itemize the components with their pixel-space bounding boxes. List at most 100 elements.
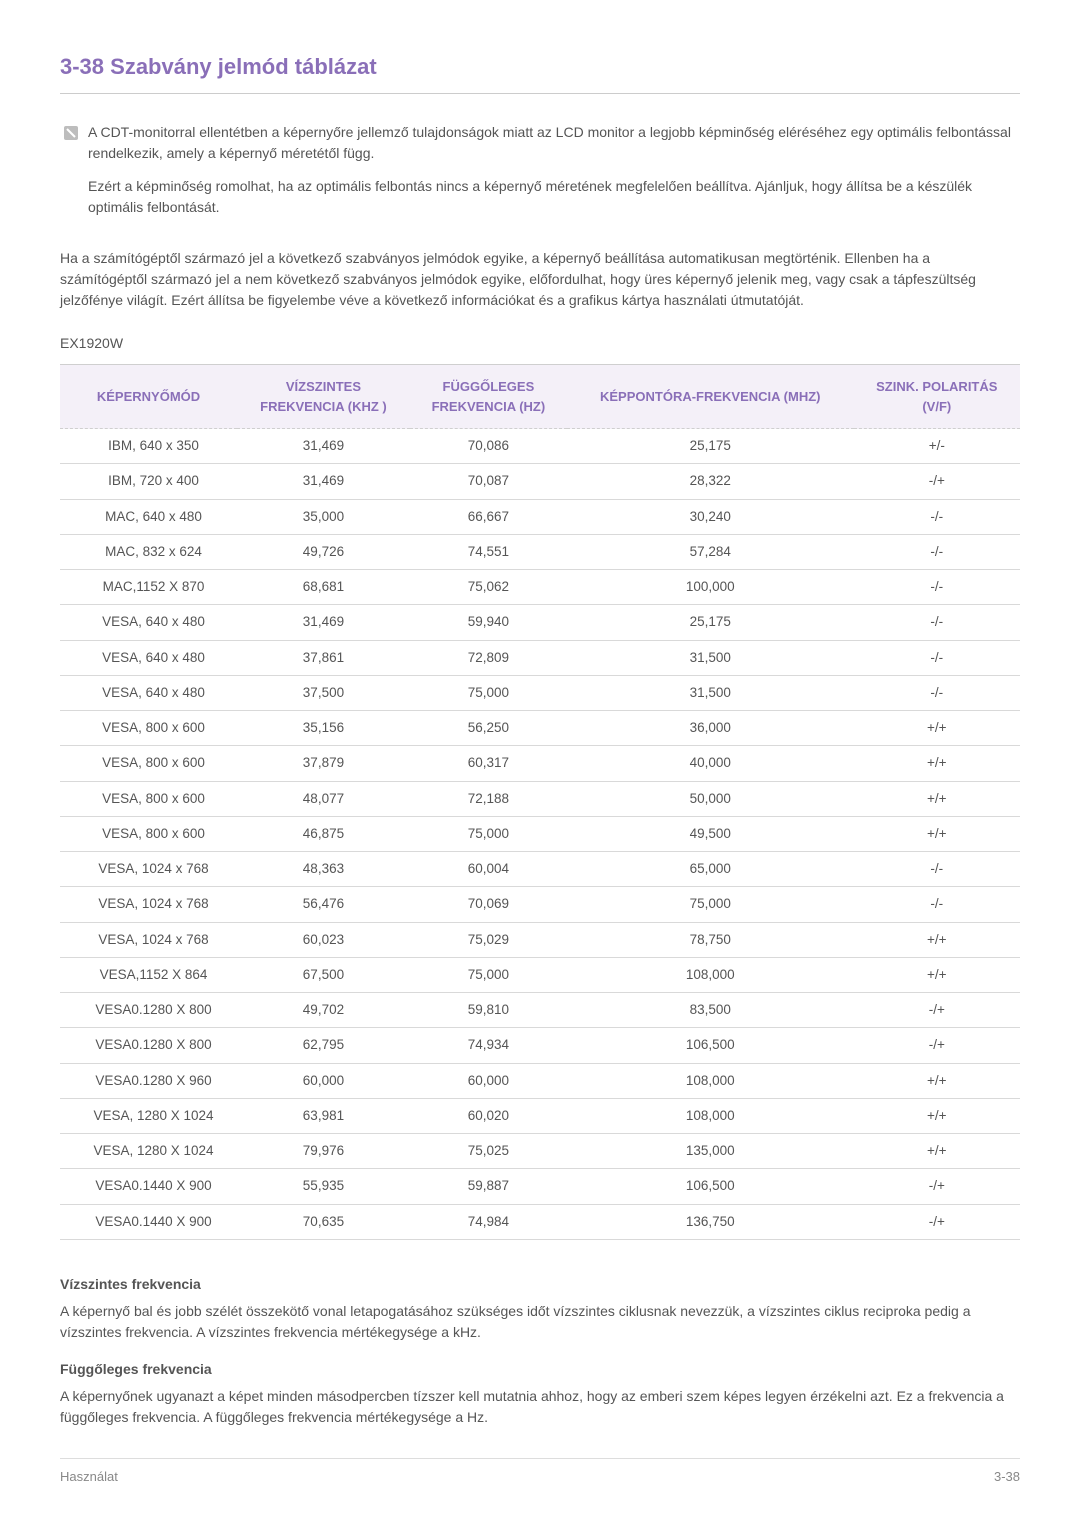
table-cell: 37,861	[237, 640, 410, 675]
table-body: IBM, 640 x 35031,46970,08625,175+/-IBM, …	[60, 429, 1020, 1240]
table-row: VESA, 800 x 60048,07772,18850,000+/+	[60, 781, 1020, 816]
table-cell: +/+	[854, 1134, 1020, 1169]
table-column-header: VÍZSZINTESFREKVENCIA (KHZ )	[237, 365, 410, 429]
table-cell: 48,363	[237, 852, 410, 887]
table-cell: VESA0.1440 X 900	[60, 1204, 237, 1239]
table-row: VESA, 1024 x 76848,36360,00465,000-/-	[60, 852, 1020, 887]
table-cell: 46,875	[237, 816, 410, 851]
table-cell: 70,635	[237, 1204, 410, 1239]
table-cell: -/-	[854, 534, 1020, 569]
table-cell: 75,000	[410, 675, 567, 710]
table-cell: -/+	[854, 1028, 1020, 1063]
table-cell: 31,500	[567, 640, 854, 675]
table-cell: VESA, 1280 X 1024	[60, 1134, 237, 1169]
table-row: MAC,1152 X 87068,68175,062100,000-/-	[60, 570, 1020, 605]
table-cell: +/-	[854, 429, 1020, 464]
table-cell: MAC, 640 x 480	[60, 499, 237, 534]
table-cell: VESA, 800 x 600	[60, 711, 237, 746]
definitions: Vízszintes frekvencia A képernyő bal és …	[60, 1274, 1020, 1428]
table-cell: 67,500	[237, 957, 410, 992]
table-cell: 49,500	[567, 816, 854, 851]
page-footer: Használat 3-38	[60, 1458, 1020, 1487]
table-row: VESA, 640 x 48037,50075,00031,500-/-	[60, 675, 1020, 710]
table-row: IBM, 640 x 35031,46970,08625,175+/-	[60, 429, 1020, 464]
table-cell: 75,029	[410, 922, 567, 957]
table-cell: 49,702	[237, 993, 410, 1028]
table-cell: VESA0.1280 X 960	[60, 1063, 237, 1098]
table-cell: 25,175	[567, 429, 854, 464]
table-cell: VESA, 1024 x 768	[60, 922, 237, 957]
table-header: KÉPERNYŐMÓDVÍZSZINTESFREKVENCIA (KHZ )FÜ…	[60, 365, 1020, 429]
table-row: VESA, 640 x 48037,86172,80931,500-/-	[60, 640, 1020, 675]
table-cell: 55,935	[237, 1169, 410, 1204]
table-cell: +/+	[854, 922, 1020, 957]
table-cell: 68,681	[237, 570, 410, 605]
table-cell: 72,188	[410, 781, 567, 816]
table-cell: 37,879	[237, 746, 410, 781]
table-cell: 57,284	[567, 534, 854, 569]
table-cell: 62,795	[237, 1028, 410, 1063]
table-row: VESA, 1024 x 76856,47670,06975,000-/-	[60, 887, 1020, 922]
table-cell: 106,500	[567, 1028, 854, 1063]
table-cell: 60,023	[237, 922, 410, 957]
table-cell: +/+	[854, 957, 1020, 992]
table-cell: MAC, 832 x 624	[60, 534, 237, 569]
table-cell: 60,004	[410, 852, 567, 887]
table-cell: 60,000	[410, 1063, 567, 1098]
table-cell: VESA,1152 X 864	[60, 957, 237, 992]
table-cell: 56,250	[410, 711, 567, 746]
table-cell: VESA, 1024 x 768	[60, 852, 237, 887]
table-cell: 75,025	[410, 1134, 567, 1169]
table-cell: 83,500	[567, 993, 854, 1028]
note-para-1: A CDT-monitorral ellentétben a képernyőr…	[88, 122, 1020, 164]
table-cell: +/+	[854, 816, 1020, 851]
table-cell: 135,000	[567, 1134, 854, 1169]
def-text-vertical: A képernyőnek ugyanazt a képet minden má…	[60, 1386, 1020, 1428]
table-cell: 108,000	[567, 1063, 854, 1098]
table-cell: VESA, 800 x 600	[60, 746, 237, 781]
table-cell: 75,000	[567, 887, 854, 922]
table-cell: 49,726	[237, 534, 410, 569]
table-cell: 35,000	[237, 499, 410, 534]
table-cell: VESA, 640 x 480	[60, 605, 237, 640]
table-cell: IBM, 720 x 400	[60, 464, 237, 499]
table-column-header: FÜGGŐLEGESFREKVENCIA (HZ)	[410, 365, 567, 429]
table-cell: 75,000	[410, 816, 567, 851]
table-cell: -/+	[854, 1169, 1020, 1204]
table-cell: 66,667	[410, 499, 567, 534]
table-cell: VESA, 640 x 480	[60, 675, 237, 710]
footer-left: Használat	[60, 1467, 118, 1487]
table-cell: VESA, 1024 x 768	[60, 887, 237, 922]
table-cell: +/+	[854, 746, 1020, 781]
table-cell: -/-	[854, 852, 1020, 887]
table-cell: 31,469	[237, 464, 410, 499]
table-cell: +/+	[854, 1098, 1020, 1133]
table-cell: 106,500	[567, 1169, 854, 1204]
table-cell: VESA, 800 x 600	[60, 816, 237, 851]
table-cell: 28,322	[567, 464, 854, 499]
table-cell: -/+	[854, 993, 1020, 1028]
table-cell: -/+	[854, 1204, 1020, 1239]
signal-mode-table: KÉPERNYŐMÓDVÍZSZINTESFREKVENCIA (KHZ )FÜ…	[60, 364, 1020, 1240]
table-row: VESA, 800 x 60037,87960,31740,000+/+	[60, 746, 1020, 781]
table-cell: VESA0.1280 X 800	[60, 1028, 237, 1063]
table-cell: VESA, 640 x 480	[60, 640, 237, 675]
table-row: VESA, 640 x 48031,46959,94025,175-/-	[60, 605, 1020, 640]
table-cell: -/-	[854, 499, 1020, 534]
table-cell: IBM, 640 x 350	[60, 429, 237, 464]
table-cell: 56,476	[237, 887, 410, 922]
table-cell: VESA0.1440 X 900	[60, 1169, 237, 1204]
table-cell: 59,940	[410, 605, 567, 640]
table-row: VESA, 800 x 60035,15656,25036,000+/+	[60, 711, 1020, 746]
table-cell: 30,240	[567, 499, 854, 534]
table-cell: +/+	[854, 711, 1020, 746]
table-row: VESA,1152 X 86467,50075,000108,000+/+	[60, 957, 1020, 992]
table-cell: 59,887	[410, 1169, 567, 1204]
table-cell: -/-	[854, 570, 1020, 605]
table-cell: 70,086	[410, 429, 567, 464]
note-para-2: Ezért a képminőség romolhat, ha az optim…	[88, 176, 1020, 218]
page-title: 3-38 Szabvány jelmód táblázat	[60, 50, 1020, 94]
def-heading-vertical: Függőleges frekvencia	[60, 1359, 1020, 1380]
table-cell: 48,077	[237, 781, 410, 816]
table-cell: 74,934	[410, 1028, 567, 1063]
